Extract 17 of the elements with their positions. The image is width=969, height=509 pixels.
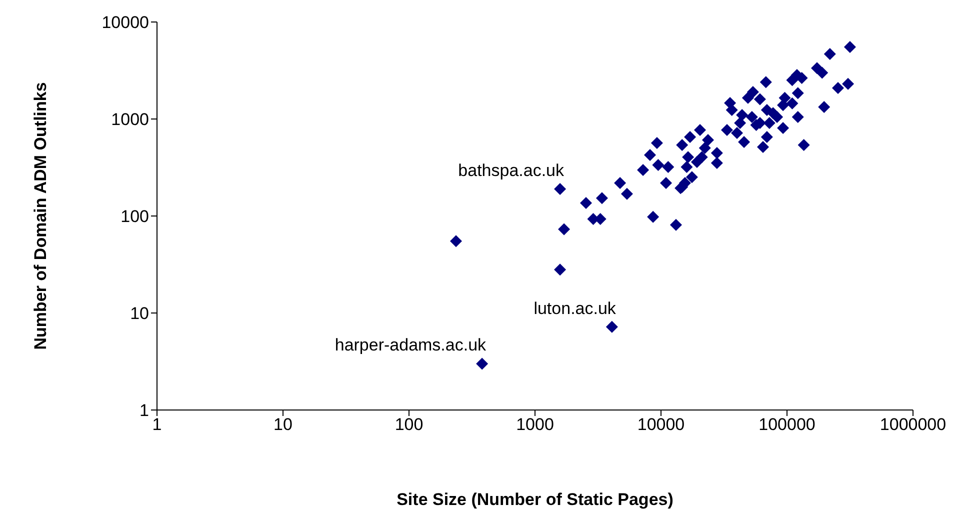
annotation: luton.ac.uk: [534, 298, 616, 318]
x-tick-label: 1000000: [880, 415, 946, 434]
y-tick-label: 1: [140, 401, 149, 420]
x-tick-label: 10: [274, 415, 292, 434]
x-tick-label: 1: [152, 415, 162, 434]
y-tick-label: 1000: [111, 110, 149, 130]
x-tick-label: 10000: [637, 415, 685, 434]
y-tick-label: 100: [120, 207, 149, 226]
y-tick-label: 10: [130, 304, 149, 324]
annotation: bathspa.ac.uk: [458, 160, 565, 180]
x-tick-label: 1000: [516, 415, 554, 434]
x-tick-label: 100: [394, 415, 424, 434]
x-tick-label: 100000: [758, 415, 816, 434]
y-axis-title: Number of Domain ADM Outlinks: [31, 82, 50, 350]
x-axis-title: Site Size (Number of Static Pages): [396, 490, 674, 509]
annotation: harper-adams.ac.uk: [334, 336, 487, 355]
y-tick-label: 10000: [102, 13, 149, 32]
